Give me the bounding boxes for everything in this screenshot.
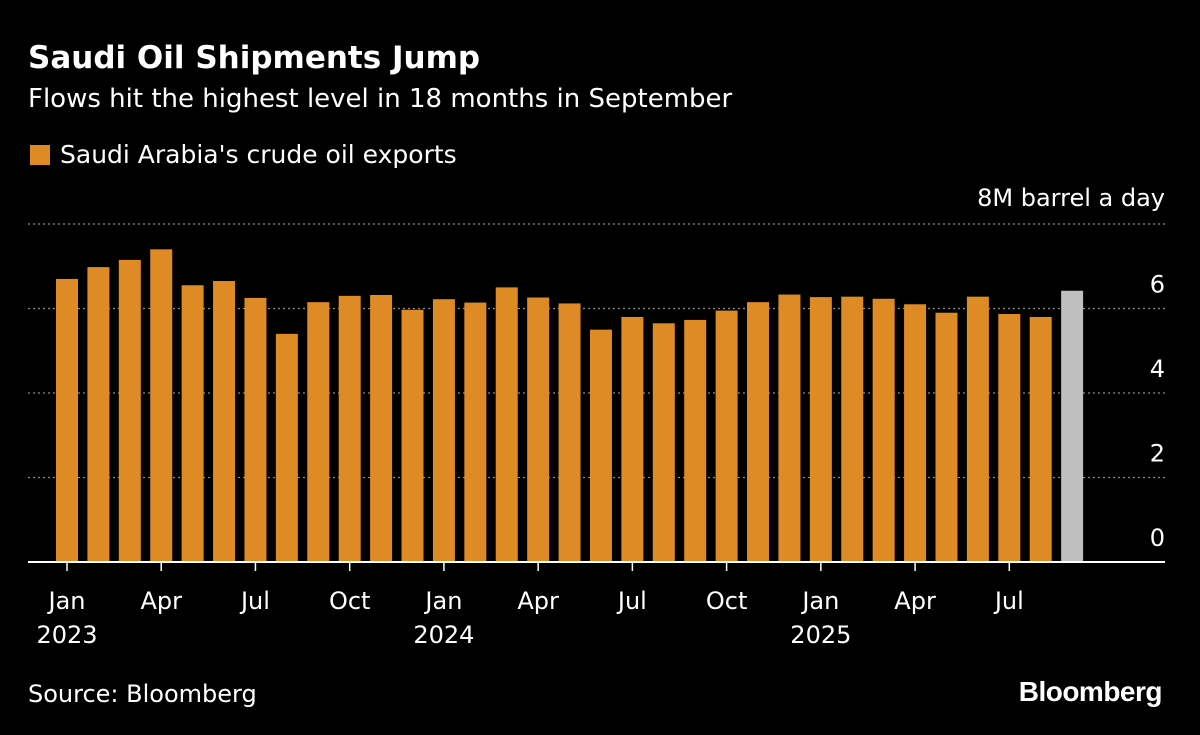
bar (589, 329, 612, 562)
source-note: Source: Bloomberg (28, 680, 257, 708)
bar (778, 294, 801, 562)
bar (118, 259, 141, 562)
bars-layer (56, 249, 1084, 562)
x-tick-label-month: Oct (706, 587, 748, 615)
bar (684, 319, 707, 562)
bar (432, 299, 455, 562)
bar (495, 287, 518, 562)
y-tick-label: 2 (1150, 440, 1165, 468)
bar (87, 267, 110, 562)
x-tick-label-month: Jan (800, 587, 839, 615)
bar (621, 316, 644, 562)
bar (809, 297, 832, 562)
bar (904, 304, 927, 562)
bar (527, 297, 550, 562)
bar (841, 296, 864, 562)
chart-subtitle: Flows hit the highest level in 18 months… (28, 84, 733, 114)
bloomberg-logo: Bloomberg (1018, 676, 1163, 707)
legend-label: Saudi Arabia's crude oil exports (60, 140, 457, 169)
bar (715, 310, 738, 562)
x-tick-label-year: 2023 (36, 621, 97, 649)
bar (244, 297, 267, 562)
x-tick-label-month: Apr (517, 587, 559, 615)
y-tick-label: 0 (1150, 524, 1165, 552)
bar (181, 285, 204, 562)
x-tick-label-month: Jul (993, 587, 1024, 615)
bar (213, 281, 236, 562)
y-tick-label: 6 (1150, 271, 1165, 299)
x-tick-label-month: Jan (423, 587, 462, 615)
bar (652, 323, 675, 562)
bar (275, 333, 298, 562)
y-tick-label: 4 (1150, 355, 1165, 383)
chart-title: Saudi Oil Shipments Jump (28, 40, 481, 76)
bar (150, 249, 173, 562)
bar (464, 302, 487, 562)
bar (1029, 316, 1052, 562)
bar (56, 278, 78, 562)
x-tick-label-month: Jan (47, 587, 86, 615)
legend-swatch (30, 144, 50, 165)
x-tick-label-month: Jul (239, 587, 270, 615)
bar (872, 298, 895, 562)
axis-layer: 0 2 4 6 8M barrel a day Jan 2023 Apr Jul Oct Jan 20… (28, 184, 1165, 649)
bar (747, 302, 770, 562)
legend: Saudi Arabia's crude oil exports (28, 140, 457, 169)
x-tick-label-year: 2025 (790, 621, 851, 649)
bar (338, 295, 361, 562)
bar (558, 303, 581, 562)
bar (370, 294, 393, 562)
bar-highlight (1061, 290, 1084, 562)
x-tick-label-month: Oct (329, 587, 371, 615)
x-tick-label-month: Apr (894, 587, 936, 615)
x-tick-label-year: 2024 (413, 621, 474, 649)
y-tick-label: 8M barrel a day (977, 184, 1165, 212)
bar (935, 312, 958, 562)
x-tick-label-month: Apr (140, 587, 182, 615)
bar (998, 313, 1021, 562)
bar (401, 309, 424, 562)
bar (307, 302, 330, 562)
bar (966, 296, 989, 562)
x-tick-label-month: Jul (616, 587, 647, 615)
